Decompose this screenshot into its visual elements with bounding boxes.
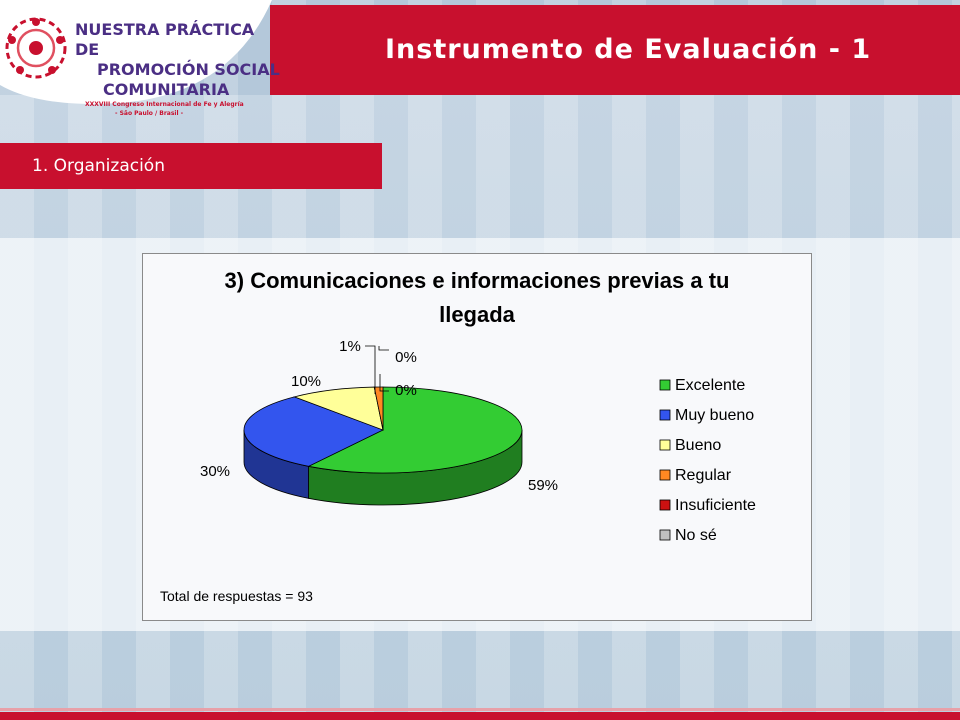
slice-label-no-sé: 0% bbox=[395, 382, 417, 399]
logo-line-2: PROMOCIÓN SOCIAL bbox=[97, 60, 280, 79]
logo-line-1: NUESTRA PRÁCTICA DE bbox=[75, 20, 255, 59]
section-band bbox=[0, 143, 382, 189]
leader-line-no-sé bbox=[379, 374, 389, 392]
section-title: 1. Organización bbox=[32, 156, 165, 176]
bottom-stripe bbox=[0, 712, 960, 720]
leader-line-insuficiente bbox=[378, 346, 389, 351]
slice-label-insuficiente: 0% bbox=[395, 349, 417, 366]
legend-swatch-insuficiente bbox=[659, 499, 671, 511]
legend-swatch-muy-bueno bbox=[659, 409, 671, 421]
logo-text: NUESTRA PRÁCTICA DE PROMOCIÓN SOCIAL COM… bbox=[75, 20, 280, 118]
chart-title-line-2: llegada bbox=[439, 302, 516, 327]
title-bar bbox=[270, 5, 960, 95]
slice-label-excelente: 59% bbox=[528, 477, 558, 494]
logo-subtitle-2: - São Paulo / Brasil - bbox=[115, 110, 184, 117]
legend-label-regular: Regular bbox=[675, 467, 732, 484]
legend-label-insuficiente: Insuficiente bbox=[675, 497, 756, 514]
legend-swatch-no-sé bbox=[659, 529, 671, 541]
total-responses-note: Total de respuestas = 93 bbox=[160, 588, 313, 604]
slide-title: Instrumento de Evaluación - 1 bbox=[385, 34, 872, 65]
logo-background bbox=[0, 0, 272, 104]
chart-container: 3) Comunicaciones e informaciones previa… bbox=[142, 253, 812, 621]
slice-label-bueno: 10% bbox=[291, 373, 321, 390]
pie-slice-muy-bueno bbox=[243, 396, 385, 467]
legend-swatch-bueno bbox=[659, 439, 671, 451]
legend-label-excelente: Excelente bbox=[675, 377, 745, 394]
leader-line-regular bbox=[365, 345, 376, 394]
pie-slice-bueno bbox=[293, 386, 384, 431]
logo: NUESTRA PRÁCTICA DE PROMOCIÓN SOCIAL COM… bbox=[0, 0, 280, 117]
legend-label-muy-bueno: Muy bueno bbox=[675, 407, 754, 424]
bottom-stripe-light bbox=[0, 708, 960, 711]
legend-swatch-regular bbox=[659, 469, 671, 481]
pie-slice-excelente bbox=[307, 386, 523, 474]
legend-label-no-sé: No sé bbox=[675, 527, 717, 544]
pie-chart: 3) Comunicaciones e informaciones previa… bbox=[160, 268, 756, 604]
logo-line-3: COMUNITARIA bbox=[103, 80, 230, 99]
slice-label-regular: 1% bbox=[339, 338, 361, 355]
logo-subtitle-1: XXXVIII Congreso Internacional de Fe y A… bbox=[85, 101, 244, 108]
legend-swatch-excelente bbox=[659, 379, 671, 391]
slice-label-muy-bueno: 30% bbox=[200, 463, 230, 480]
logo-emblem-icon bbox=[5, 17, 67, 79]
legend-label-bueno: Bueno bbox=[675, 437, 721, 454]
chart-title-line-1: 3) Comunicaciones e informaciones previa… bbox=[225, 268, 730, 293]
pie-slice-regular bbox=[373, 386, 384, 431]
